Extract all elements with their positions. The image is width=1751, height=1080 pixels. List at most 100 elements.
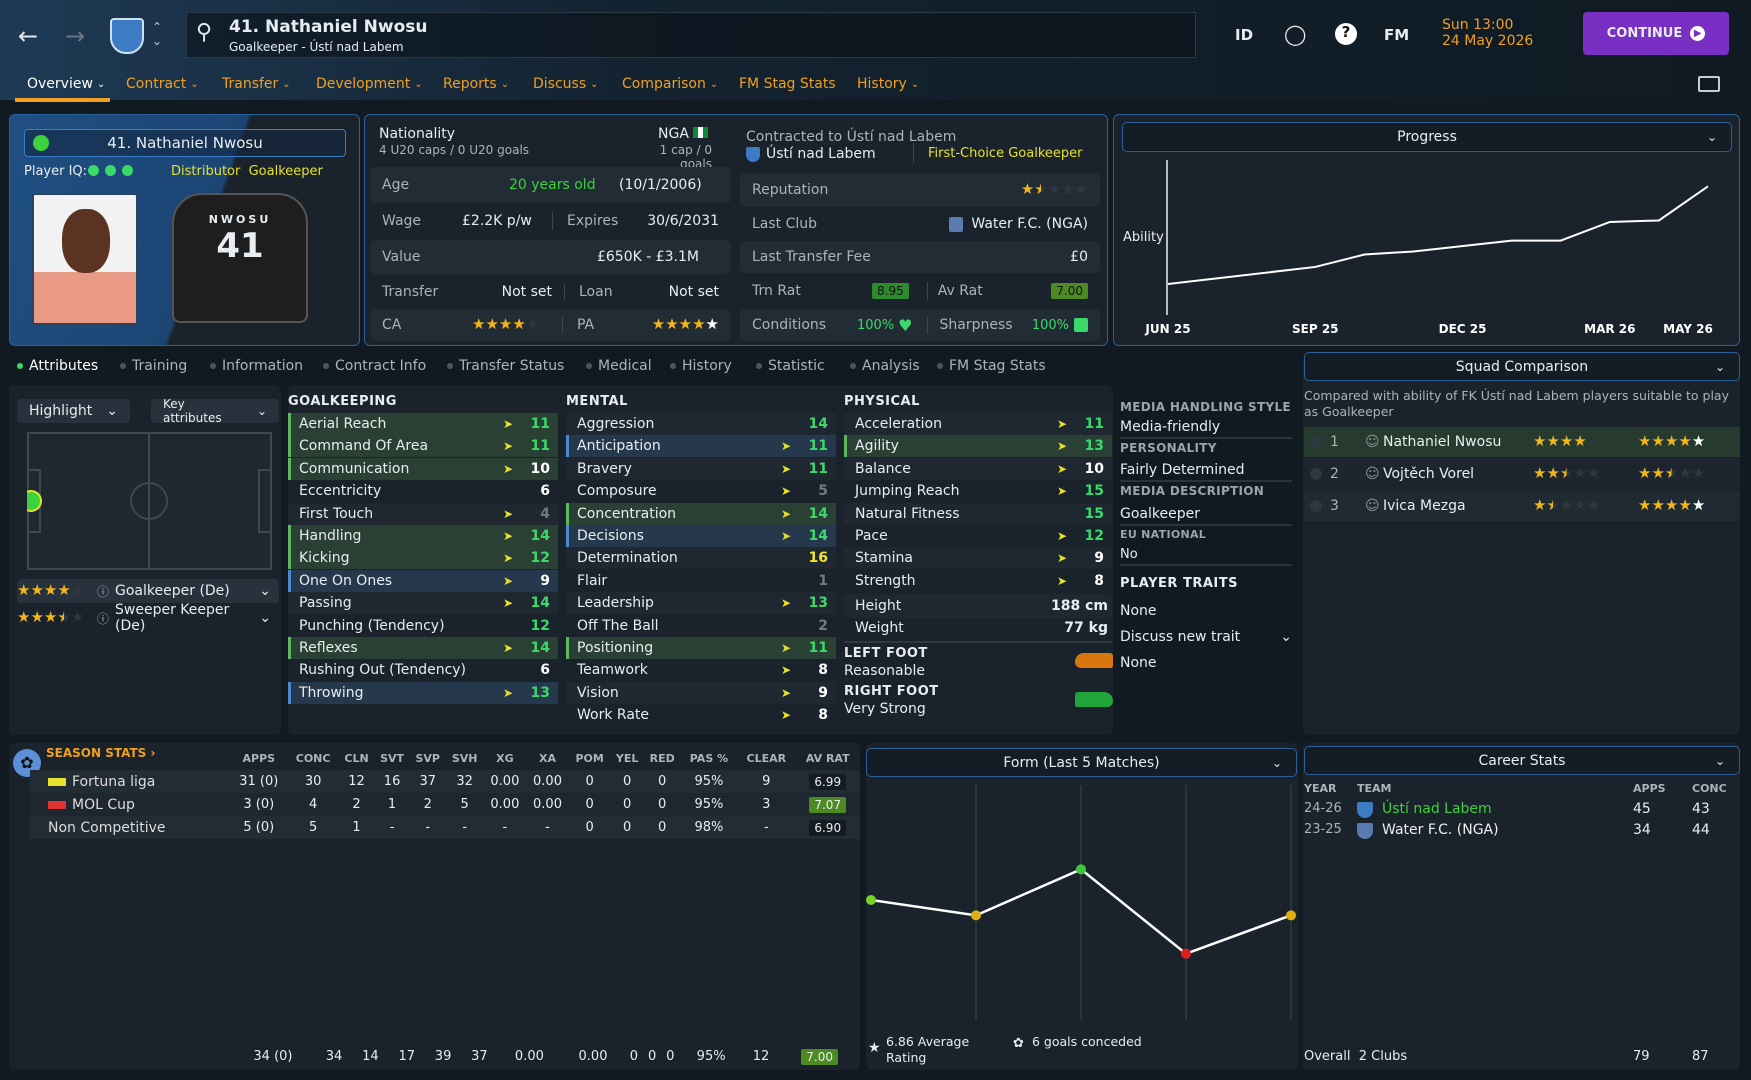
column-header[interactable]: XA [539,752,556,765]
club-crest-icon[interactable] [110,18,144,54]
squad-comparison-dropdown[interactable]: Squad Comparison ⌄ [1304,352,1740,381]
attribute-row-aggression[interactable]: Aggression 14 [566,413,836,435]
attribute-row-aerial-reach[interactable]: Aerial Reach ➤ 11 [288,413,558,435]
nation-code[interactable]: NGA [658,126,709,142]
attribute-row-pace[interactable]: Pace ➤ 12 [844,525,1112,547]
column-header[interactable]: SVP [415,752,440,765]
attribute-row-agility[interactable]: Agility ➤ 13 [844,435,1112,458]
attribute-row-work-rate[interactable]: Work Rate ➤ 8 [566,704,836,726]
season-row[interactable]: Fortuna liga 31 (0) 30 12 16 37 32 0.00 0.00 0 0 0 9… [30,770,860,793]
attribute-row-leadership[interactable]: Leadership ➤ 13 [566,592,836,615]
attribute-row-anticipation[interactable]: Anticipation ➤ 11 [566,435,836,458]
discuss-trait-dropdown[interactable]: Discuss new trait ⌄ [1120,629,1292,645]
column-header[interactable]: CLN [344,752,369,765]
attribute-row-rushing-out-tendency-[interactable]: Rushing Out (Tendency) 6 [288,659,558,681]
attribute-row-decisions[interactable]: Decisions ➤ 14 [566,525,836,547]
sub-tab-fm-stag-stats[interactable]: FM Stag Stats [937,358,1046,374]
competition-name[interactable]: Non Competitive [30,816,230,839]
attribute-row-one-on-ones[interactable]: One On Ones ➤ 9 [288,569,558,592]
column-header[interactable]: SVT [380,752,405,765]
column-header[interactable]: POM [575,752,604,765]
attribute-row-throwing[interactable]: Throwing ➤ 13 [288,681,558,704]
sub-tab-information[interactable]: Information [210,358,303,374]
attribute-row-strength[interactable]: Strength ➤ 8 [844,570,1112,592]
continue-button[interactable]: CONTINUE ▶ [1583,12,1729,55]
nav-tab-transfer[interactable]: Transfer ⌄ [222,76,291,92]
attribute-row-off-the-ball[interactable]: Off The Ball 2 [566,615,836,637]
attribute-row-communication[interactable]: Communication ➤ 10 [288,457,558,480]
attribute-row-teamwork[interactable]: Teamwork ➤ 8 [566,659,836,681]
column-header[interactable]: XG [496,752,514,765]
attribute-row-passing[interactable]: Passing ➤ 14 [288,592,558,615]
club-switch-icon[interactable]: ⌃ ⌄ [152,20,163,48]
sub-tab-history[interactable]: History [670,358,732,374]
attribute-row-positioning[interactable]: Positioning ➤ 11 [566,637,836,659]
last-club-value[interactable]: Water F.C. (NGA) [971,216,1088,232]
nav-tab-overview[interactable]: Overview ⌄ [27,76,105,92]
back-arrow-icon[interactable]: ← [18,22,39,50]
career-team[interactable]: Ústí nad Labem [1382,801,1492,817]
squad-player-row[interactable]: 1 ☺ Nathaniel Nwosu ★★★★★ ★★★★★ [1304,427,1740,457]
attribute-row-punching-tendency-[interactable]: Punching (Tendency) 12 [288,615,558,637]
sub-tab-contract-info[interactable]: Contract Info [323,358,426,374]
date-time[interactable]: Sun 13:00 24 May 2026 [1442,17,1533,49]
attribute-row-first-touch[interactable]: First Touch ➤ 4 [288,502,558,525]
attribute-row-kicking[interactable]: Kicking ➤ 12 [288,547,558,570]
form-dropdown[interactable]: Form (Last 5 Matches) ⌄ [866,748,1297,777]
career-column-header[interactable]: TEAM [1357,782,1392,795]
sub-tab-analysis[interactable]: Analysis [850,358,920,374]
forward-arrow-icon[interactable]: → [65,22,86,50]
season-row[interactable]: MOL Cup 3 (0) 4 2 1 2 5 0.00 0.00 0 0 0 95% 3 7.07 [30,793,860,816]
attribute-row-determination[interactable]: Determination 16 [566,547,836,570]
nav-tab-discuss[interactable]: Discuss ⌄ [533,76,599,92]
sub-tab-attributes[interactable]: Attributes [17,358,98,374]
column-header[interactable]: PAS % [689,752,729,765]
column-header[interactable]: YEL [615,752,639,765]
squad-player-row[interactable]: 3 ☺ Ivica Mezga ★★★★★ ★★★★★ [1304,491,1740,521]
column-header[interactable]: RED [649,752,675,765]
nav-tab-reports[interactable]: Reports ⌄ [443,76,509,92]
nav-tab-history[interactable]: History ⌄ [857,76,919,92]
radio-icon[interactable] [1310,500,1322,512]
column-header[interactable]: CONC [295,752,331,765]
highlight-dropdown[interactable]: Highlight ⌄ [17,399,130,423]
sub-tab-statistic[interactable]: Statistic [756,358,825,374]
help-icon[interactable]: ? [1335,23,1357,45]
radio-icon[interactable] [1310,436,1322,448]
column-header[interactable]: APPS [242,752,276,765]
screen-icon[interactable] [1698,76,1720,92]
sub-tab-transfer-status[interactable]: Transfer Status [447,358,564,374]
attribute-row-eccentricity[interactable]: Eccentricity 6 [288,480,558,502]
nav-tab-comparison[interactable]: Comparison ⌄ [622,76,718,92]
attribute-row-reflexes[interactable]: Reflexes ➤ 14 [288,637,558,659]
competition-name[interactable]: Fortuna liga [30,770,230,793]
column-header[interactable]: CLEAR [746,752,787,765]
attribute-row-balance[interactable]: Balance ➤ 10 [844,457,1112,480]
key-attributes-dropdown[interactable]: Key attributes ⌄ [151,397,279,425]
globe-icon[interactable]: ◯ [1284,22,1307,46]
attribute-row-stamina[interactable]: Stamina ➤ 9 [844,547,1112,570]
attribute-row-acceleration[interactable]: Acceleration ➤ 11 [844,413,1112,435]
role-row[interactable]: ★★★★★ ⓘ Sweeper Keeper (De) ⌄ [17,602,279,634]
career-column-header[interactable]: YEAR [1304,782,1337,795]
progress-dropdown[interactable]: Progress ⌄ [1122,122,1732,152]
search-icon[interactable]: ⚲ [196,20,213,45]
sub-tab-medical[interactable]: Medical [586,358,652,374]
id-button[interactable]: ID [1235,26,1254,44]
season-row[interactable]: Non Competitive 5 (0) 5 1 - - - - - 0 0 0 98% - 6.90 [30,816,860,839]
career-column-header[interactable]: APPS [1633,782,1666,795]
column-header[interactable]: AV RAT [805,752,850,765]
player-search-box[interactable] [186,12,1196,58]
season-stats-link[interactable]: SEASON STATS › [46,746,156,760]
competition-name[interactable]: MOL Cup [30,793,230,816]
squad-player-row[interactable]: 2 ☺ Vojtěch Vorel ★★★★★ ★★★★★ [1304,459,1740,489]
fm-button[interactable]: FM [1384,26,1410,44]
attribute-row-command-of-area[interactable]: Command Of Area ➤ 11 [288,435,558,458]
attribute-row-vision[interactable]: Vision ➤ 9 [566,681,836,704]
nav-tab-fm-stag-stats[interactable]: FM Stag Stats [739,76,836,92]
career-column-header[interactable]: CONC [1692,782,1727,795]
attribute-row-composure[interactable]: Composure ➤ 5 [566,480,836,502]
attribute-row-bravery[interactable]: Bravery ➤ 11 [566,457,836,480]
attribute-row-concentration[interactable]: Concentration ➤ 14 [566,502,836,525]
attribute-row-natural-fitness[interactable]: Natural Fitness 15 [844,502,1112,525]
